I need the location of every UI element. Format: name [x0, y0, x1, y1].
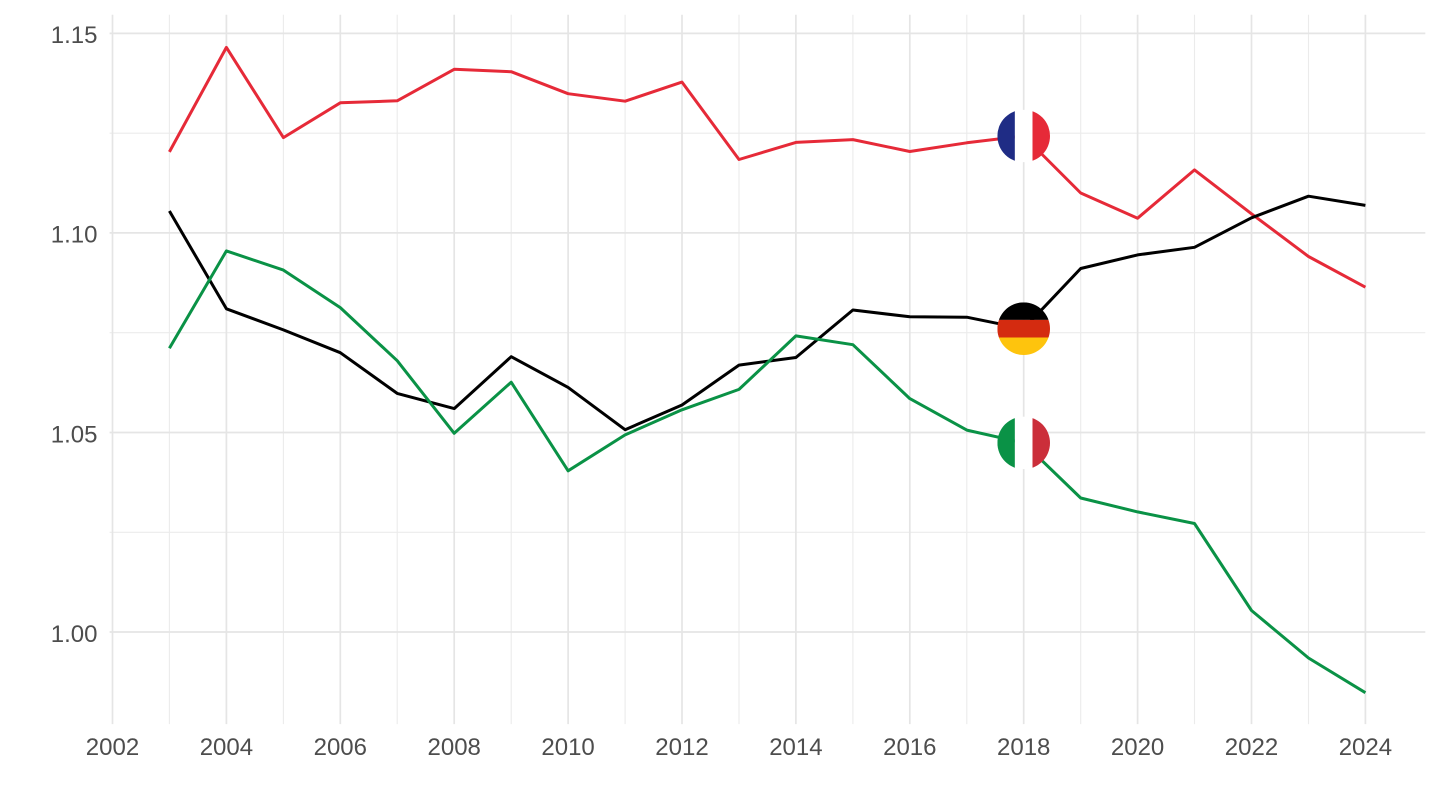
svg-text:2006: 2006: [314, 734, 367, 761]
svg-text:2022: 2022: [1225, 734, 1278, 761]
svg-text:2012: 2012: [655, 734, 708, 761]
svg-text:2014: 2014: [769, 734, 822, 761]
svg-text:2004: 2004: [200, 734, 253, 761]
svg-text:1.00: 1.00: [51, 621, 98, 648]
svg-text:2024: 2024: [1339, 734, 1392, 761]
svg-text:2010: 2010: [541, 734, 594, 761]
svg-text:2020: 2020: [1111, 734, 1164, 761]
svg-text:2008: 2008: [428, 734, 481, 761]
svg-text:2018: 2018: [997, 734, 1050, 761]
svg-text:1.15: 1.15: [51, 22, 98, 49]
svg-text:1.05: 1.05: [51, 421, 98, 448]
svg-text:2002: 2002: [86, 734, 139, 761]
svg-text:1.10: 1.10: [51, 222, 98, 249]
svg-text:2016: 2016: [883, 734, 936, 761]
